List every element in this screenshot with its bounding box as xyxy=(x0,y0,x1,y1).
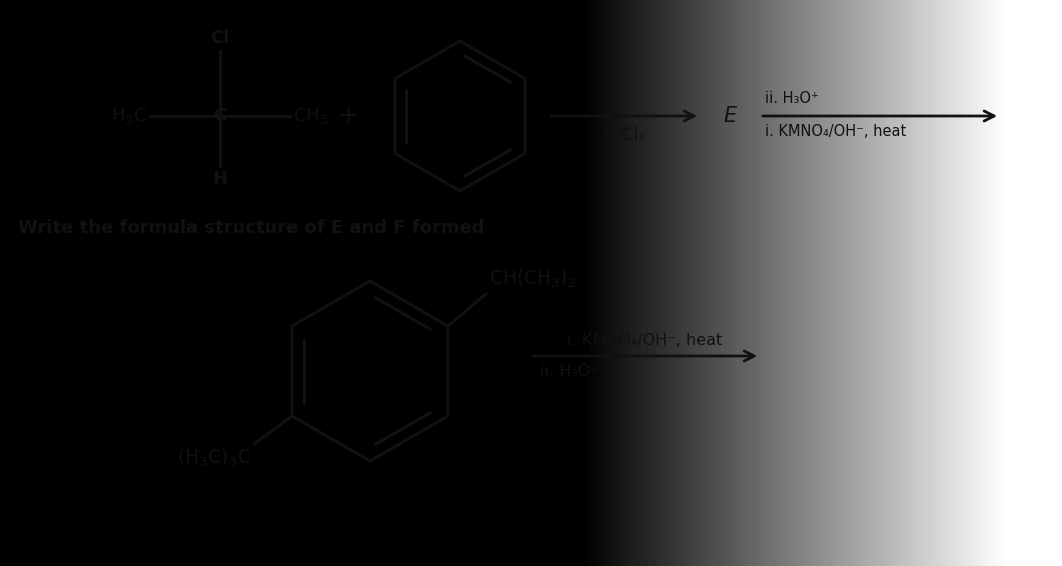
Text: CH$_3$: CH$_3$ xyxy=(293,106,328,126)
Text: C: C xyxy=(213,107,226,125)
Text: ii. H₃O⁺: ii. H₃O⁺ xyxy=(539,364,599,379)
Text: H: H xyxy=(212,170,227,188)
Text: ii. H₃O⁺: ii. H₃O⁺ xyxy=(765,91,819,106)
Text: CH(CH$_3$)$_2$: CH(CH$_3$)$_2$ xyxy=(489,268,577,290)
Text: Write the formula structure of E and F formed: Write the formula structure of E and F f… xyxy=(18,219,484,237)
Text: H$_3$C: H$_3$C xyxy=(112,106,147,126)
Text: E: E xyxy=(723,106,737,126)
Text: C: C xyxy=(213,107,226,125)
Text: (H$_3$C)$_3$C: (H$_3$C)$_3$C xyxy=(177,447,251,469)
Text: FeCl₃: FeCl₃ xyxy=(603,126,645,144)
Text: +: + xyxy=(338,104,359,128)
Text: i. KMNO₄/OH⁻, heat: i. KMNO₄/OH⁻, heat xyxy=(765,124,906,139)
Text: Cl: Cl xyxy=(210,29,229,47)
Text: i. KMNO₄/OH⁻, heat: i. KMNO₄/OH⁻, heat xyxy=(567,333,722,348)
